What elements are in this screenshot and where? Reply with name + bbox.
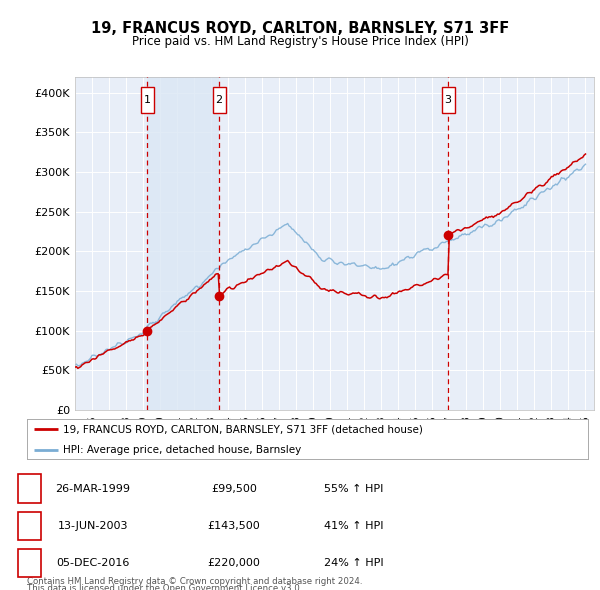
- Text: 13-JUN-2003: 13-JUN-2003: [58, 521, 128, 530]
- Text: £143,500: £143,500: [208, 521, 260, 530]
- FancyBboxPatch shape: [212, 87, 226, 113]
- Text: 24% ↑ HPI: 24% ↑ HPI: [324, 558, 384, 568]
- FancyBboxPatch shape: [141, 87, 154, 113]
- Text: 05-DEC-2016: 05-DEC-2016: [56, 558, 130, 568]
- Text: 2: 2: [26, 521, 33, 530]
- Text: £99,500: £99,500: [211, 484, 257, 493]
- Text: HPI: Average price, detached house, Barnsley: HPI: Average price, detached house, Barn…: [64, 445, 302, 455]
- Text: 19, FRANCUS ROYD, CARLTON, BARNSLEY, S71 3FF (detached house): 19, FRANCUS ROYD, CARLTON, BARNSLEY, S71…: [64, 424, 424, 434]
- FancyBboxPatch shape: [442, 87, 455, 113]
- Text: 55% ↑ HPI: 55% ↑ HPI: [325, 484, 383, 493]
- Text: £220,000: £220,000: [208, 558, 260, 568]
- Text: Contains HM Land Registry data © Crown copyright and database right 2024.: Contains HM Land Registry data © Crown c…: [27, 577, 362, 586]
- Text: 41% ↑ HPI: 41% ↑ HPI: [324, 521, 384, 530]
- Bar: [147, 77, 219, 410]
- Text: 3: 3: [26, 558, 33, 568]
- Text: 2: 2: [215, 95, 223, 105]
- Text: 19, FRANCUS ROYD, CARLTON, BARNSLEY, S71 3FF: 19, FRANCUS ROYD, CARLTON, BARNSLEY, S71…: [91, 21, 509, 35]
- Text: This data is licensed under the Open Government Licence v3.0.: This data is licensed under the Open Gov…: [27, 584, 302, 590]
- Text: 3: 3: [445, 95, 451, 105]
- Text: 1: 1: [143, 95, 151, 105]
- Text: Price paid vs. HM Land Registry's House Price Index (HPI): Price paid vs. HM Land Registry's House …: [131, 35, 469, 48]
- Text: 26-MAR-1999: 26-MAR-1999: [56, 484, 131, 493]
- Text: 1: 1: [26, 484, 33, 493]
